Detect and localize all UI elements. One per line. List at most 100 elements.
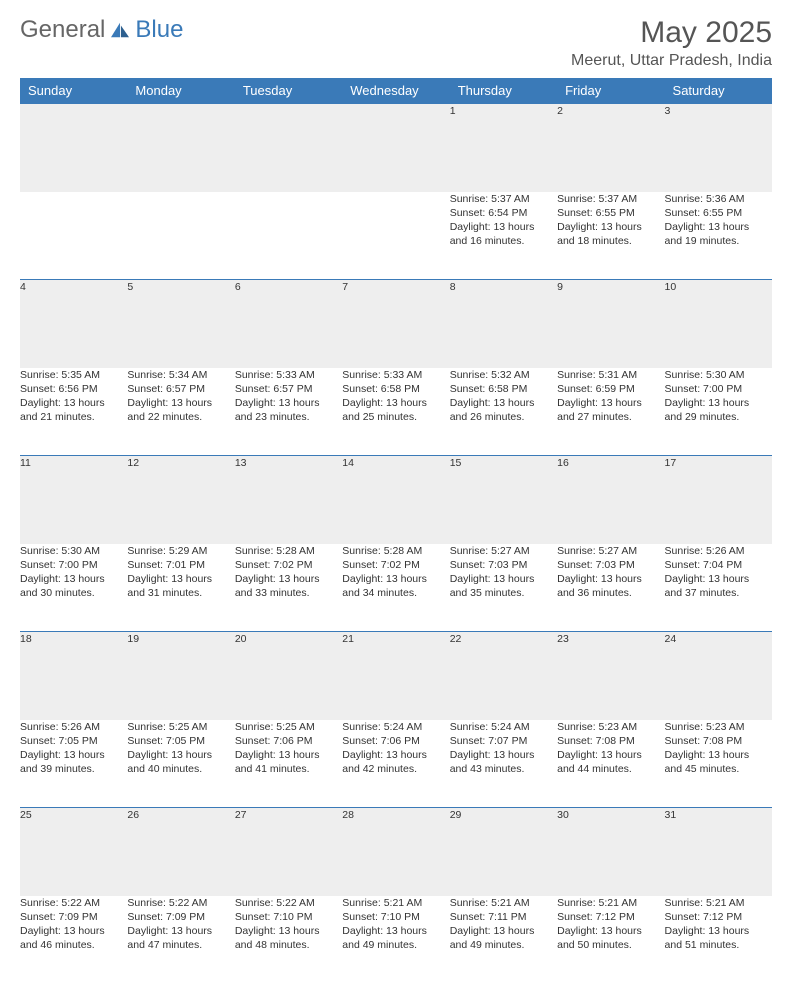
daylight-text: and 40 minutes. [127,762,234,776]
daylight-text: and 46 minutes. [20,938,127,952]
day-number-cell: 14 [342,456,449,544]
logo: General Blue [20,16,183,44]
day-data-cell: Sunrise: 5:23 AMSunset: 7:08 PMDaylight:… [665,720,772,808]
day-data-cell: Sunrise: 5:28 AMSunset: 7:02 PMDaylight:… [235,544,342,632]
day-data-cell: Sunrise: 5:21 AMSunset: 7:10 PMDaylight:… [342,896,449,984]
day-number-cell: 6 [235,280,342,368]
sunrise-text: Sunrise: 5:28 AM [342,544,449,558]
daylight-text: and 16 minutes. [450,234,557,248]
sunrise-text: Sunrise: 5:26 AM [20,720,127,734]
month-title: May 2025 [571,16,772,50]
sunset-text: Sunset: 7:11 PM [450,910,557,924]
sunrise-text: Sunrise: 5:30 AM [665,368,772,382]
daylight-text: and 44 minutes. [557,762,664,776]
weekday-header: Monday [127,78,234,104]
day-data-cell: Sunrise: 5:22 AMSunset: 7:09 PMDaylight:… [20,896,127,984]
daylight-text: Daylight: 13 hours [557,924,664,938]
daylight-text: Daylight: 13 hours [665,396,772,410]
logo-text-blue: Blue [135,16,183,44]
day-number-cell: 25 [20,808,127,896]
sunset-text: Sunset: 7:12 PM [665,910,772,924]
weekday-header: Thursday [450,78,557,104]
day-data-cell: Sunrise: 5:25 AMSunset: 7:05 PMDaylight:… [127,720,234,808]
day-number-cell: 8 [450,280,557,368]
day-number-row: 123 [20,104,772,192]
day-number-cell: 1 [450,104,557,192]
daylight-text: Daylight: 13 hours [557,748,664,762]
daylight-text: Daylight: 13 hours [127,572,234,586]
daylight-text: and 33 minutes. [235,586,342,600]
sunset-text: Sunset: 7:02 PM [235,558,342,572]
daylight-text: and 48 minutes. [235,938,342,952]
daylight-text: Daylight: 13 hours [20,924,127,938]
daylight-text: and 43 minutes. [450,762,557,776]
sunset-text: Sunset: 7:03 PM [557,558,664,572]
sunrise-text: Sunrise: 5:21 AM [342,896,449,910]
sunrise-text: Sunrise: 5:33 AM [342,368,449,382]
day-number-cell: 4 [20,280,127,368]
weekday-header: Saturday [665,78,772,104]
sunset-text: Sunset: 6:57 PM [235,382,342,396]
location: Meerut, Uttar Pradesh, India [571,52,772,70]
sunset-text: Sunset: 7:10 PM [235,910,342,924]
sunrise-text: Sunrise: 5:27 AM [557,544,664,558]
day-number-cell: 9 [557,280,664,368]
calendar-table: Sunday Monday Tuesday Wednesday Thursday… [20,78,772,984]
day-data-row: Sunrise: 5:30 AMSunset: 7:00 PMDaylight:… [20,544,772,632]
day-data-row: Sunrise: 5:26 AMSunset: 7:05 PM Daylight:… [20,720,772,808]
day-number-cell [235,104,342,192]
sunset-text: Sunset: 7:08 PM [665,734,772,748]
daylight-text: and 23 minutes. [235,410,342,424]
day-number-cell: 23 [557,632,664,720]
day-number-cell: 16 [557,456,664,544]
daylight-text: and 34 minutes. [342,586,449,600]
day-data-cell: Sunrise: 5:33 AMSunset: 6:58 PMDaylight:… [342,368,449,456]
title-block: May 2025 Meerut, Uttar Pradesh, India [571,16,772,70]
sunset-text: Sunset: 6:58 PM [450,382,557,396]
weekday-header: Friday [557,78,664,104]
daylight-text: Daylight: 13 hours [450,220,557,234]
daylight-text: Daylight: 13 hours [235,748,342,762]
sunset-text: Sunset: 7:03 PM [450,558,557,572]
daylight-text: and 26 minutes. [450,410,557,424]
sunrise-text: Sunrise: 5:25 AM [127,720,234,734]
day-number-cell [20,104,127,192]
daylight-text: Daylight: 13 hours [557,572,664,586]
day-data-cell: Sunrise: 5:26 AMSunset: 7:04 PMDaylight:… [665,544,772,632]
daylight-text: and 49 minutes. [450,938,557,952]
day-number-cell: 17 [665,456,772,544]
day-data-cell: Sunrise: 5:30 AMSunset: 7:00 PMDaylight:… [20,544,127,632]
sunrise-text: Sunrise: 5:24 AM [342,720,449,734]
day-data-cell [127,192,234,280]
day-data-cell: Sunrise: 5:21 AMSunset: 7:12 PMDaylight:… [557,896,664,984]
daylight-text: and 42 minutes. [342,762,449,776]
daylight-text: Daylight: 13 hours [450,396,557,410]
sunset-text: Sunset: 7:06 PM [235,734,342,748]
sunrise-text: Sunrise: 5:22 AM [127,896,234,910]
daylight-text: and 50 minutes. [557,938,664,952]
sunset-text: Sunset: 7:05 PM [20,734,127,748]
sunrise-text: Sunrise: 5:24 AM [450,720,557,734]
logo-text-general: General [20,16,105,44]
day-data-cell: Sunrise: 5:23 AMSunset: 7:08 PMDaylight:… [557,720,664,808]
day-data-cell: Sunrise: 5:27 AMSunset: 7:03 PMDaylight:… [557,544,664,632]
sunset-text: Sunset: 6:54 PM [450,206,557,220]
weekday-header: Sunday [20,78,127,104]
sunrise-text: Sunrise: 5:36 AM [665,192,772,206]
day-number-row: 11121314151617 [20,456,772,544]
daylight-text: Daylight: 13 hours [557,396,664,410]
day-number-cell: 22 [450,632,557,720]
daylight-text: and 36 minutes. [557,586,664,600]
sunset-text: Sunset: 7:00 PM [665,382,772,396]
daylight-text: and 18 minutes. [557,234,664,248]
day-data-cell: Sunrise: 5:28 AMSunset: 7:02 PMDaylight:… [342,544,449,632]
sunrise-text: Sunrise: 5:22 AM [20,896,127,910]
day-data-cell: Sunrise: 5:22 AMSunset: 7:09 PMDaylight:… [127,896,234,984]
day-number-cell: 11 [20,456,127,544]
daylight-text: and 45 minutes. [665,762,772,776]
daylight-text: Daylight: 13 hours [342,924,449,938]
sunrise-text: Sunrise: 5:29 AM [127,544,234,558]
daylight-text: and 31 minutes. [127,586,234,600]
day-number-row: 18192021222324 [20,632,772,720]
day-number-cell: 21 [342,632,449,720]
